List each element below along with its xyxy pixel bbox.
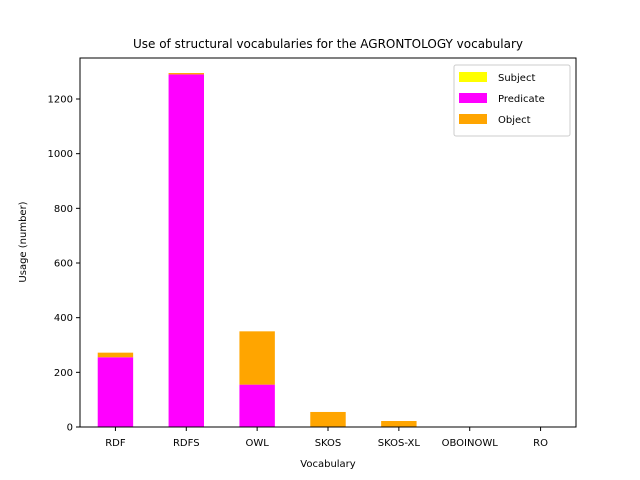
bar-object-owl	[239, 331, 275, 385]
legend-label-object: Object	[498, 115, 531, 126]
x-axis-label: Vocabulary	[300, 459, 356, 470]
x-tick-label-skos: SKOS	[315, 438, 342, 449]
y-tick-label: 800	[54, 204, 73, 215]
x-tick-label-ro: RO	[533, 438, 548, 449]
bar-object-rdf	[97, 352, 134, 358]
bars-group	[97, 73, 417, 428]
x-tick-label-rdfs: RDFS	[173, 438, 200, 449]
legend-swatch-predicate	[459, 93, 487, 103]
y-axis-label: Usage (number)	[18, 201, 29, 282]
bar-object-skos	[310, 411, 346, 427]
x-tick-label-rdf: RDF	[105, 438, 126, 449]
x-axis: RDF RDFS OWL SKOS SKOS-XL OBOINOWL RO	[105, 427, 548, 449]
bar-object-skos-xl	[381, 420, 417, 427]
y-tick-label: 1200	[48, 95, 73, 106]
legend-swatch-object	[459, 114, 487, 124]
bar-predicate-rdfs	[168, 74, 204, 428]
bar-predicate-owl	[239, 384, 275, 427]
legend-label-subject: Subject	[498, 73, 535, 84]
y-axis: 0 200 400 600 800 1000 1200	[48, 95, 80, 434]
chart-title: Use of structural vocabularies for the A…	[133, 37, 523, 51]
legend-label-predicate: Predicate	[498, 94, 545, 105]
bar-object-rdfs	[168, 73, 204, 75]
x-tick-label-oboinowl: OBOINOWL	[442, 438, 499, 449]
y-tick-label: 200	[54, 368, 73, 379]
x-tick-label-skos-xl: SKOS-XL	[378, 438, 421, 449]
bar-predicate-rdf	[97, 357, 134, 427]
y-tick-label: 0	[67, 423, 73, 434]
legend-swatch-subject	[459, 72, 487, 82]
y-tick-label: 1000	[48, 149, 73, 160]
y-tick-label: 600	[54, 259, 73, 270]
y-tick-label: 400	[54, 313, 73, 324]
legend: Subject Predicate Object	[453, 64, 571, 137]
x-tick-label-owl: OWL	[245, 438, 269, 449]
